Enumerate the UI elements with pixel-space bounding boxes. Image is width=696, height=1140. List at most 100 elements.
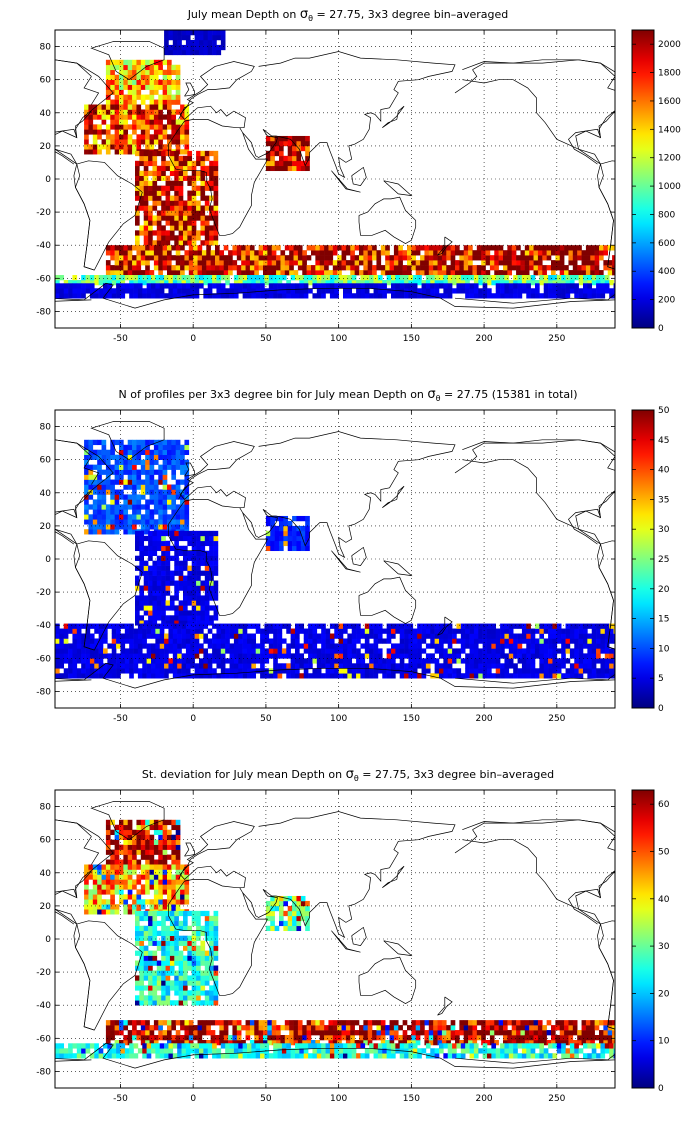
bin-cell xyxy=(204,205,210,211)
bin-cell xyxy=(169,910,175,917)
bin-cell xyxy=(434,658,440,664)
bin-cell xyxy=(165,205,171,211)
bin-cell xyxy=(132,260,137,266)
bin-cell xyxy=(72,279,78,286)
bin-cell xyxy=(105,149,111,155)
bin-cell xyxy=(162,869,168,875)
bin-cell xyxy=(165,230,171,236)
bin-cell xyxy=(171,489,177,495)
bin-cell xyxy=(356,673,361,679)
bin-cell xyxy=(578,663,584,669)
bin-cell xyxy=(495,638,501,644)
bin-cell xyxy=(447,643,453,649)
bin-cell xyxy=(316,663,322,669)
bin-cell xyxy=(233,668,239,674)
bin-cell xyxy=(408,663,414,669)
bin-cell xyxy=(168,628,174,634)
bin-cell xyxy=(97,504,102,510)
bin-cell xyxy=(373,663,379,669)
bin-cell xyxy=(521,275,527,281)
bin-cell xyxy=(171,459,177,465)
bin-cell xyxy=(321,638,326,644)
bin-cell xyxy=(153,124,159,130)
bin-cell xyxy=(517,653,523,659)
bin-cell xyxy=(172,283,178,289)
bin-cell xyxy=(175,124,181,130)
bin-cell xyxy=(171,504,177,510)
bin-cell xyxy=(139,600,145,606)
bin-cell xyxy=(175,869,181,875)
bin-cell xyxy=(311,270,316,276)
bin-cell xyxy=(568,270,574,276)
bin-cell xyxy=(59,663,65,669)
bin-cell xyxy=(143,605,149,611)
bin-cell xyxy=(152,180,158,186)
bin-cell xyxy=(119,94,124,100)
bin-cell xyxy=(85,275,91,281)
bin-cell xyxy=(316,673,322,679)
bin-cell xyxy=(537,260,543,266)
bin-cell xyxy=(491,279,497,286)
x-tick-label: -50 xyxy=(113,714,128,724)
bin-cell xyxy=(465,623,470,629)
bin-cell xyxy=(524,260,530,266)
bin-cell xyxy=(308,623,313,629)
bin-cell xyxy=(372,270,377,276)
bin-cell xyxy=(280,265,286,271)
bin-cell xyxy=(183,155,188,162)
bin-cell xyxy=(162,444,168,451)
bin-cell xyxy=(132,149,137,155)
bin-cell xyxy=(89,293,95,299)
y-tick-label: 20 xyxy=(40,522,52,532)
bin-cell xyxy=(551,245,556,251)
bin-cell xyxy=(303,643,309,649)
y-tick-label: -20 xyxy=(36,208,51,218)
bin-cell xyxy=(158,834,163,840)
bin-cell xyxy=(487,653,492,659)
bin-cell xyxy=(140,874,146,880)
bin-cell xyxy=(209,195,214,201)
bin-cell xyxy=(574,275,579,281)
bin-cell xyxy=(136,454,142,460)
bin-cell xyxy=(491,658,497,664)
bin-cell xyxy=(552,633,558,639)
bin-cell xyxy=(155,288,161,294)
bin-cell xyxy=(247,668,252,674)
bin-cell xyxy=(116,653,121,659)
bin-cell xyxy=(169,150,175,157)
bin-cell xyxy=(145,109,150,115)
bin-cell xyxy=(265,135,271,142)
bin-cell xyxy=(145,270,150,276)
bin-cell xyxy=(119,79,124,85)
colorbar-tick-label: 20 xyxy=(658,585,670,595)
bin-cell xyxy=(136,849,142,855)
bin-cell xyxy=(417,643,422,649)
bin-cell xyxy=(143,950,149,956)
bin-cell xyxy=(114,109,120,115)
bin-cell xyxy=(279,160,284,167)
bin-cell xyxy=(612,265,615,271)
bin-cell xyxy=(199,30,204,36)
bin-cell xyxy=(110,889,115,895)
bin-cell xyxy=(136,444,142,451)
colorbar-tick-label: 2000 xyxy=(658,40,681,50)
bin-cell xyxy=(133,288,139,294)
chart-title: July mean Depth on σθ = 27.75, 3x3 degre… xyxy=(187,7,509,23)
bin-cell xyxy=(171,849,177,855)
bin-cell xyxy=(158,864,163,870)
bin-cell xyxy=(495,288,501,294)
bin-cell xyxy=(140,524,146,530)
bin-cell xyxy=(201,265,207,271)
bin-cell xyxy=(242,643,248,649)
bin-cell xyxy=(153,139,159,145)
bin-cell xyxy=(148,975,153,981)
bin-cell xyxy=(105,824,111,831)
bin-cell xyxy=(174,975,179,981)
bin-cell xyxy=(151,275,156,281)
bin-cell xyxy=(398,260,403,266)
bin-cell xyxy=(114,864,120,870)
bin-cell xyxy=(213,970,219,976)
bin-cell xyxy=(599,270,604,276)
bin-cell xyxy=(283,925,289,932)
bin-cell xyxy=(364,275,370,281)
